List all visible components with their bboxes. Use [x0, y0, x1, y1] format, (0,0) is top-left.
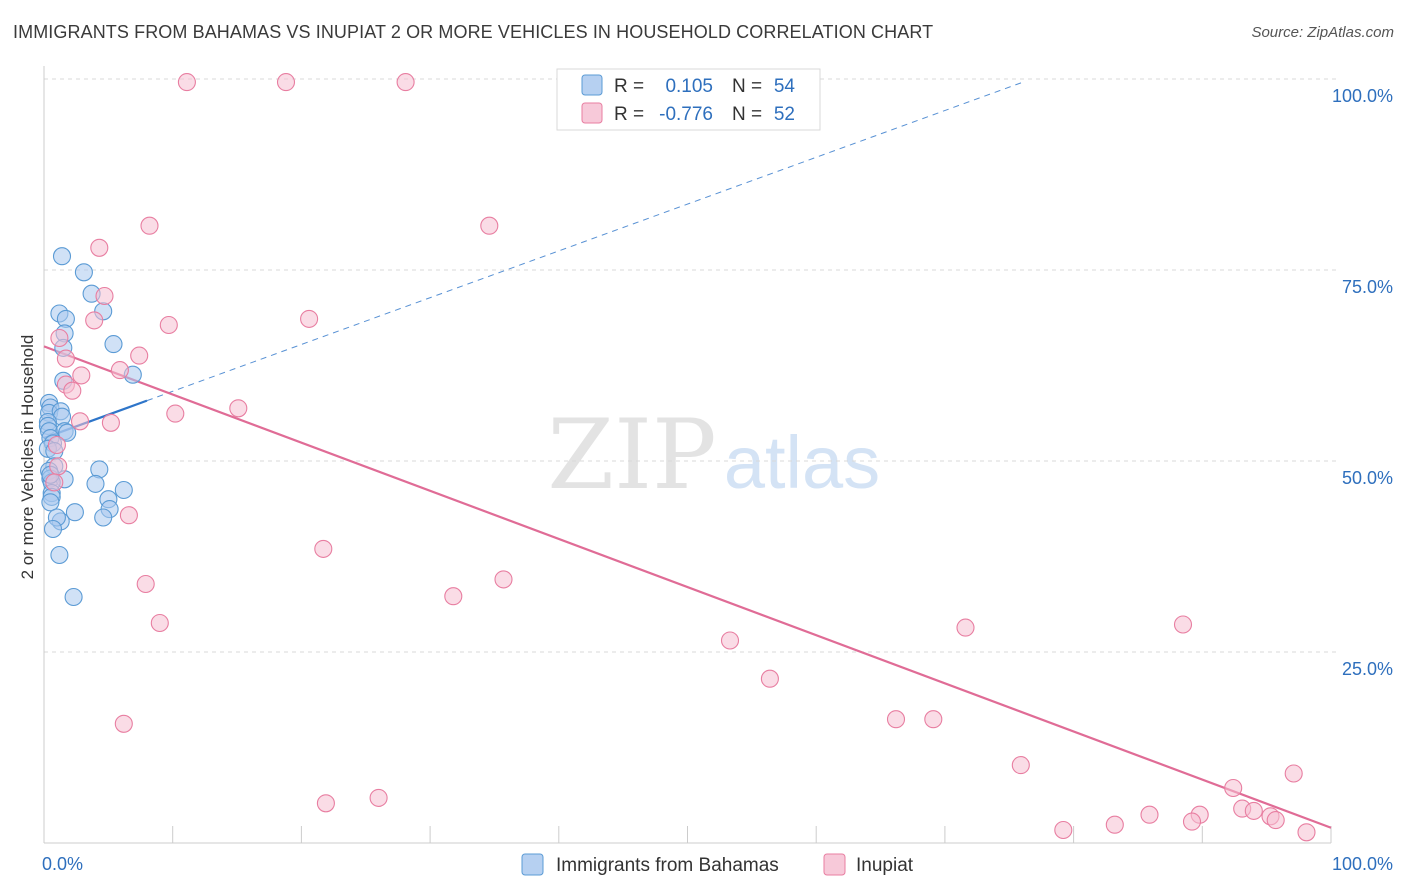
bahamas-point — [58, 423, 77, 442]
bahamas-point — [41, 493, 60, 512]
inupiat-point — [924, 710, 943, 729]
y-axis-label: 2 or more Vehicles in Household — [18, 335, 37, 580]
inupiat-point — [1244, 801, 1263, 820]
bahamas-point — [64, 587, 83, 607]
y-tick-label: 100.0% — [1332, 86, 1393, 106]
inupiat-point — [114, 714, 133, 733]
inupiat-point — [110, 361, 129, 380]
inupiat-point — [300, 309, 319, 328]
series-legend-bahamas-swatch — [521, 853, 544, 876]
inupiat-point — [1284, 764, 1303, 783]
inupiat-point — [314, 539, 333, 558]
legend-pink-swatch — [581, 102, 603, 124]
y-tick-label: 25.0% — [1342, 659, 1393, 679]
legend-pink-r-value: -0.776 — [659, 104, 713, 125]
inupiat-point — [177, 73, 196, 92]
inupiat-point — [49, 457, 68, 476]
inupiat-point — [130, 346, 149, 365]
inupiat-point — [47, 435, 66, 455]
inupiat-point — [166, 404, 185, 423]
inupiat-point — [159, 315, 178, 335]
inupiat-point — [150, 613, 169, 633]
watermark-zip: ZIP — [547, 399, 716, 511]
bahamas-point — [50, 545, 69, 565]
inupiat-point — [720, 631, 740, 650]
inupiat-point — [90, 238, 109, 257]
data-points — [38, 73, 1316, 842]
series-legend-inupiat-swatch — [823, 853, 846, 876]
inupiat-point — [1105, 815, 1124, 834]
inupiat-point — [396, 73, 415, 92]
inupiat-point — [369, 788, 388, 807]
watermark: ZIP atlas — [547, 399, 880, 511]
legend-pink-n-value: 52 — [774, 104, 795, 125]
inupiat-point — [63, 381, 82, 400]
tick-labels: 100.0% 75.0% 50.0% 25.0% 0.0% 100.0% — [42, 86, 1393, 874]
inupiat-point — [1182, 812, 1202, 831]
inupiat-point — [119, 506, 138, 525]
legend-blue-n-value: 54 — [774, 76, 796, 97]
x-tick-label: 100.0% — [1332, 854, 1393, 874]
inupiat-point — [1266, 811, 1285, 830]
legend-pink-n-label: N = — [732, 104, 762, 125]
inupiat-point — [101, 413, 120, 432]
bahamas-point — [104, 335, 123, 354]
y-tick-label: 75.0% — [1342, 277, 1393, 297]
inupiat-point — [1054, 820, 1073, 840]
inupiat-point — [95, 286, 114, 306]
chart-title: IMMIGRANTS FROM BAHAMAS VS INUPIAT 2 OR … — [13, 22, 934, 42]
inupiat-point — [1173, 615, 1193, 634]
bahamas-point — [74, 263, 93, 282]
series-legend-bahamas-label: Immigrants from Bahamas — [556, 855, 779, 876]
inupiat-point — [45, 473, 64, 492]
inupiat-point — [50, 328, 69, 348]
inupiat-trend-line — [43, 345, 1332, 829]
bahamas-point — [52, 247, 72, 266]
inupiat-point — [444, 587, 463, 606]
bahamas-point — [114, 480, 133, 500]
legend-blue-r-value: 0.105 — [665, 76, 713, 97]
gridlines — [44, 78, 1339, 653]
inupiat-point — [136, 574, 155, 594]
legend-blue-n-label: N = — [732, 76, 762, 97]
inupiat-point — [1224, 778, 1243, 798]
inupiat-point — [1011, 756, 1030, 775]
bahamas-point — [65, 503, 84, 522]
inupiat-point — [72, 366, 91, 385]
inupiat-point — [886, 710, 906, 729]
stats-legend: R = 0.105 N = 54 R = -0.776 N = 52 — [556, 68, 821, 131]
x-tick-label: 0.0% — [42, 854, 83, 874]
bahamas-point — [43, 519, 63, 539]
series-legend-inupiat-label: Inupiat — [856, 855, 914, 876]
source-label: Source: ZipAtlas.com — [1251, 24, 1394, 41]
bahamas-trend-extension — [146, 81, 1023, 402]
inupiat-point — [70, 412, 90, 431]
inupiat-point — [316, 794, 335, 813]
inupiat-point — [494, 570, 513, 589]
y-tick-label: 50.0% — [1342, 468, 1393, 488]
inupiat-point — [760, 669, 779, 688]
inupiat-point — [480, 216, 499, 235]
watermark-atlas: atlas — [724, 421, 880, 504]
inupiat-point — [229, 399, 248, 418]
legend-blue-swatch — [581, 74, 603, 96]
inupiat-point — [1297, 823, 1316, 842]
inupiat-point — [1140, 805, 1159, 824]
inupiat-point — [85, 311, 104, 330]
series-legend: Immigrants from Bahamas Inupiat — [521, 853, 914, 876]
bahamas-point — [94, 508, 113, 527]
bahamas-point — [86, 474, 105, 493]
legend-blue-r-label: R = — [614, 76, 644, 97]
inupiat-point — [140, 216, 159, 235]
inupiat-point — [276, 73, 296, 92]
legend-pink-r-label: R = — [614, 104, 644, 125]
inupiat-point — [956, 618, 975, 637]
inupiat-point — [56, 349, 75, 368]
